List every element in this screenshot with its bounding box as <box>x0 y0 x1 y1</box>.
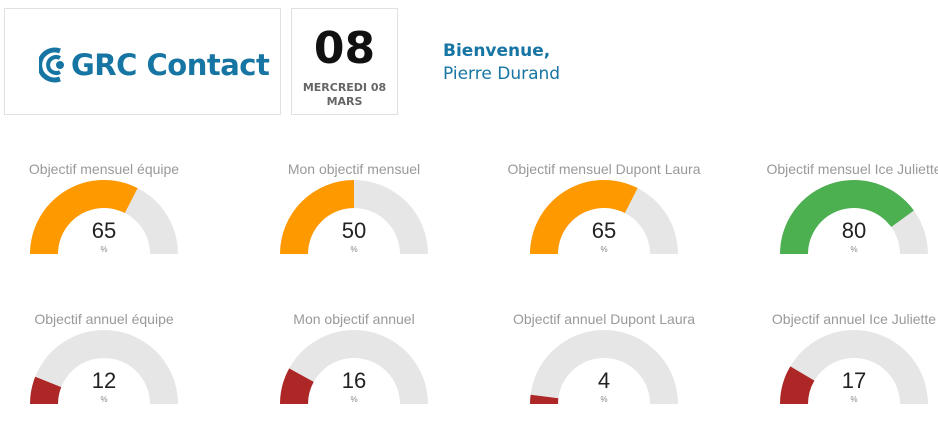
gauge-arc <box>530 180 678 254</box>
gauge-value: 65 <box>591 218 617 243</box>
gauge-fill <box>280 368 314 404</box>
gauge-title: Objectif annuel Dupont Laura <box>512 311 696 327</box>
gauge-unit: % <box>600 245 608 254</box>
welcome-title: Bienvenue, <box>443 41 551 61</box>
date-day: 08 <box>313 23 376 74</box>
gauge-team-annual[interactable]: Objectif annuel équipe 12 % <box>24 270 184 410</box>
gauge-arc <box>30 330 178 404</box>
gauge-arc <box>780 330 928 404</box>
gauge-title: Objectif mensuel Dupont Laura <box>507 161 701 177</box>
gauge-fill <box>530 394 559 404</box>
gauge-arc <box>780 180 928 254</box>
logo-panel: GRC Contact <box>4 8 281 115</box>
gauge-unit: % <box>100 395 108 404</box>
gauge-team-monthly[interactable]: Objectif mensuel équipe 65 % <box>24 120 184 260</box>
gauge-arc <box>530 330 678 404</box>
gauge-value: 80 <box>841 218 867 243</box>
date-panel: 08 MERCREDI 08 MARS <box>291 8 398 115</box>
gauge-track <box>280 330 428 404</box>
gauge-ice-annual[interactable]: Objectif annuel Ice Juliette 17 % <box>772 270 936 410</box>
gauge-arc <box>280 180 428 254</box>
gauge-value: 4 <box>597 368 611 393</box>
gauge-title: Objectif annuel Ice Juliette <box>771 311 937 327</box>
logo-icon <box>39 47 64 83</box>
gauge-unit: % <box>100 245 108 254</box>
gauge-track <box>30 330 178 404</box>
gauge-my-annual[interactable]: Mon objectif annuel 16 % <box>274 270 434 410</box>
gauge-fill <box>30 376 62 404</box>
gauge-ice-monthly[interactable]: Objectif mensuel Ice Juliette 80 % <box>766 120 938 260</box>
gauge-fill <box>280 180 354 254</box>
gauge-value: 17 <box>841 368 867 393</box>
welcome-message: Bienvenue, Pierre Durand <box>443 40 560 86</box>
gauge-unit: % <box>850 245 858 254</box>
date-label: MERCREDI 08 MARS <box>302 81 387 108</box>
gauge-value: 16 <box>341 368 367 393</box>
gauge-arc <box>30 180 178 254</box>
gauge-unit: % <box>350 245 358 254</box>
gauge-track <box>780 330 928 404</box>
gauge-title: Mon objectif mensuel <box>287 161 421 177</box>
gauge-dupont-annual[interactable]: Objectif annuel Dupont Laura 4 % <box>513 270 695 410</box>
gauge-unit: % <box>600 395 608 404</box>
gauge-value: 65 <box>91 218 117 243</box>
logo-text: GRC Contact <box>71 48 270 82</box>
gauge-fill <box>530 180 638 254</box>
grc-contact-logo[interactable]: GRC Contact <box>39 45 270 85</box>
gauge-dupont-monthly[interactable]: Objectif mensuel Dupont Laura 65 % <box>508 120 701 260</box>
gauge-my-monthly[interactable]: Mon objectif mensuel 50 % <box>274 120 434 260</box>
gauge-fill <box>30 180 138 254</box>
gauge-track <box>530 330 678 404</box>
gauge-arc <box>280 330 428 404</box>
gauge-unit: % <box>850 395 858 404</box>
gauge-value: 50 <box>341 218 367 243</box>
gauge-title: Mon objectif annuel <box>293 311 415 327</box>
gauge-fill <box>780 180 914 254</box>
user-name[interactable]: Pierre Durand <box>443 64 561 84</box>
gauge-title: Objectif annuel équipe <box>34 311 174 327</box>
gauge-unit: % <box>350 395 358 404</box>
gauge-title: Objectif mensuel Ice Juliette <box>766 161 938 177</box>
gauge-value: 12 <box>91 368 117 393</box>
gauge-fill <box>780 366 815 404</box>
gauge-title: Objectif mensuel équipe <box>28 161 180 177</box>
